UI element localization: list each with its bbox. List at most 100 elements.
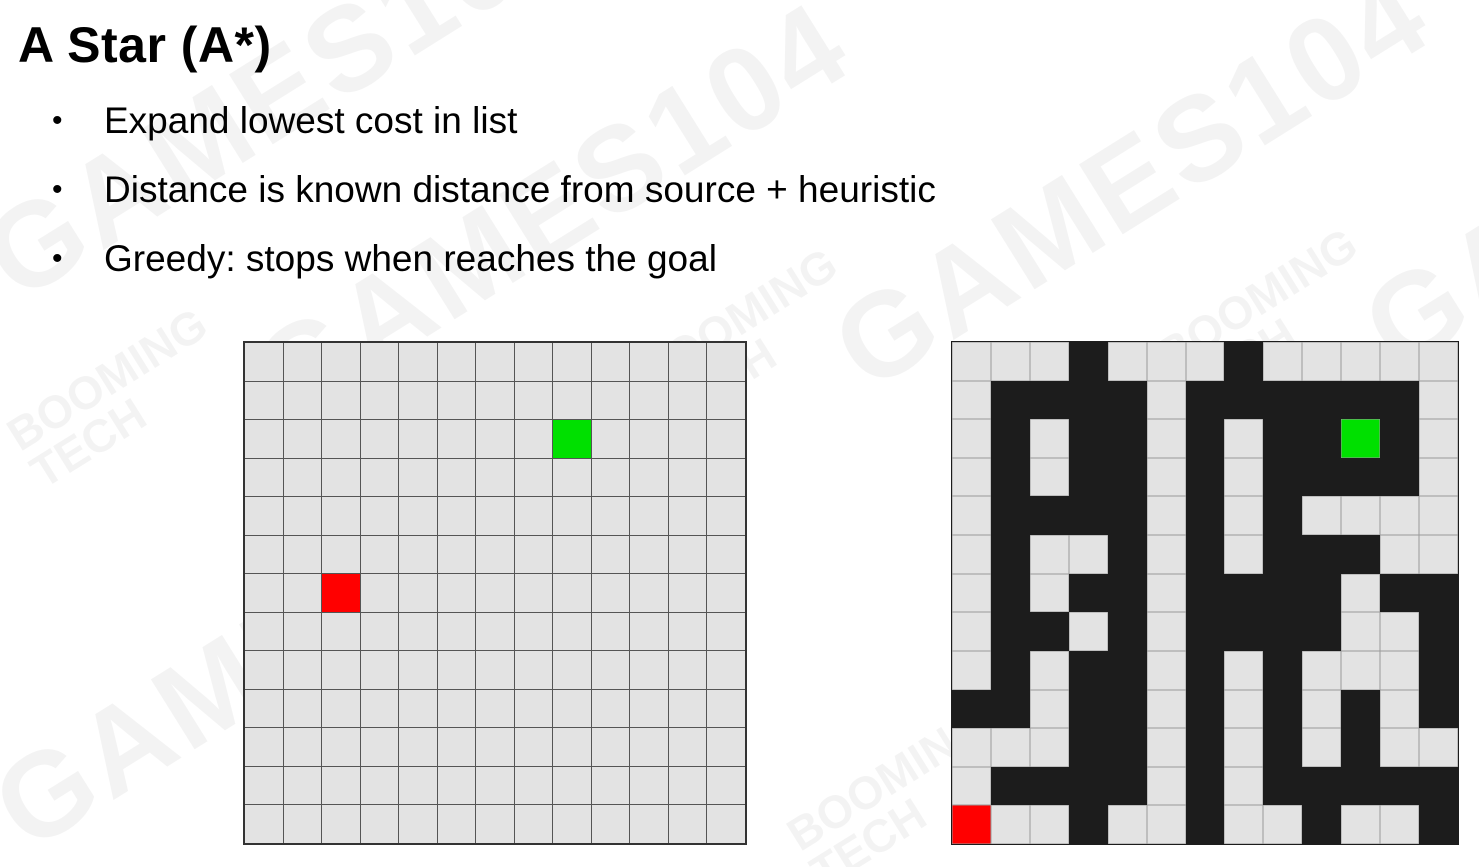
maze-floor-cell: [1419, 496, 1458, 536]
grid-cell: [591, 497, 630, 535]
grid-cell: [514, 612, 553, 651]
maze-floor-cell: [1224, 689, 1264, 729]
grid-cell: [360, 612, 399, 651]
grid-cell: [283, 574, 322, 612]
maze-wall-cell: [1185, 457, 1225, 497]
grid-cell: [437, 420, 476, 458]
grid-cell: [591, 612, 630, 651]
maze-floor-cell: [952, 535, 991, 574]
maze-floor-cell: [1380, 689, 1420, 729]
maze-floor-cell: [1302, 689, 1342, 729]
grid-cell: [514, 343, 553, 381]
grid-cell: [322, 805, 360, 843]
grid-cell: [476, 535, 514, 574]
maze-wall-cell: [1263, 419, 1303, 458]
grid-cell: [707, 766, 745, 805]
maze-wall-cell: [990, 496, 1030, 536]
grid-cell: [322, 458, 360, 497]
grid-cell: [283, 805, 322, 843]
grid-cell: [553, 651, 591, 689]
grid-cell: [245, 728, 283, 766]
maze-wall-cell: [1068, 728, 1108, 767]
maze-wall-cell: [1302, 766, 1342, 806]
maze-wall-cell: [1185, 766, 1225, 806]
maze-wall-cell: [1341, 689, 1381, 729]
maze-wall-cell: [1068, 573, 1108, 613]
grid-cell: [399, 381, 437, 420]
maze-floor-cell: [1068, 612, 1108, 651]
maze-wall-cell: [1302, 612, 1342, 651]
maze-floor-cell: [1380, 650, 1420, 690]
maze-wall-cell: [1302, 535, 1342, 574]
bullet-item: • Greedy: stops when reaches the goal: [50, 234, 936, 303]
grid-cell: [360, 728, 399, 766]
maze-floor-cell: [1146, 689, 1186, 729]
maze-floor-cell: [1029, 689, 1069, 729]
maze-wall-cell: [990, 650, 1030, 690]
grid-cell: [437, 343, 476, 381]
maze-wall-cell: [1107, 650, 1147, 690]
maze-floor-cell: [1146, 380, 1186, 420]
grid-cell: [322, 728, 360, 766]
grid-cell: [476, 420, 514, 458]
grid-cell: [322, 420, 360, 458]
maze-floor-cell: [1263, 805, 1303, 844]
grid-cell: [245, 381, 283, 420]
grid-cell: [283, 612, 322, 651]
maze-wall-cell: [1185, 728, 1225, 767]
grid-cell: [360, 689, 399, 728]
grid-cell: [630, 651, 668, 689]
maze-wall-cell: [1224, 342, 1264, 381]
grid-cell: [668, 535, 707, 574]
grid-cell: [360, 458, 399, 497]
grid-cell: [283, 381, 322, 420]
maze-wall-cell: [1263, 573, 1303, 613]
maze-floor-cell: [1029, 342, 1069, 381]
maze-wall-cell: [1341, 728, 1381, 767]
grid-cell: [553, 766, 591, 805]
maze-wall-cell: [1107, 380, 1147, 420]
maze-wall-cell: [1302, 805, 1342, 844]
grid-cell: [553, 535, 591, 574]
maze-floor-cell: [1419, 728, 1458, 767]
start-cell: [952, 805, 991, 844]
grid-cell: [437, 535, 476, 574]
watermark-brand: GAMES104: [1340, 0, 1479, 397]
grid-cell: [514, 535, 553, 574]
grid-cell: [553, 612, 591, 651]
maze-floor-cell: [1146, 766, 1186, 806]
grid-cell: [399, 574, 437, 612]
maze-floor-cell: [1224, 766, 1264, 806]
grid-cell: [630, 343, 668, 381]
grid-cell: [476, 766, 514, 805]
maze-floor-cell: [1224, 457, 1264, 497]
grid-cell: [591, 381, 630, 420]
maze-floor-cell: [990, 342, 1030, 381]
grid-cell: [399, 535, 437, 574]
slide-title: A Star (A*): [18, 17, 272, 73]
maze-wall-cell: [1068, 689, 1108, 729]
maze-wall-cell: [1419, 650, 1458, 690]
maze-wall-cell: [1185, 380, 1225, 420]
grid-cell: [360, 574, 399, 612]
grid-cell: [707, 497, 745, 535]
maze-wall-cell: [1029, 766, 1069, 806]
grid-cell: [668, 651, 707, 689]
grid-cell: [399, 689, 437, 728]
maze-floor-cell: [1146, 342, 1186, 381]
grid-cell: [514, 689, 553, 728]
grid-cell: [399, 612, 437, 651]
maze-floor-cell: [1146, 535, 1186, 574]
grid-cell: [245, 805, 283, 843]
grid-cell: [591, 458, 630, 497]
maze-wall-cell: [1419, 689, 1458, 729]
maze-wall-cell: [1224, 380, 1264, 420]
maze-floor-cell: [1029, 573, 1069, 613]
grid-cell: [707, 651, 745, 689]
maze-wall-cell: [1068, 766, 1108, 806]
grid-cell: [707, 689, 745, 728]
maze-wall-cell: [1107, 496, 1147, 536]
maze-floor-cell: [1419, 342, 1458, 381]
grid-cell: [283, 766, 322, 805]
maze-wall-cell: [1302, 573, 1342, 613]
